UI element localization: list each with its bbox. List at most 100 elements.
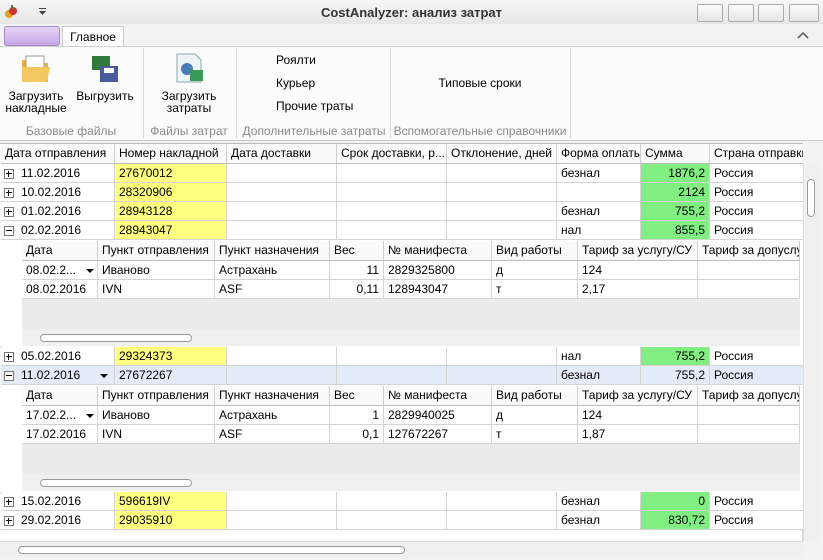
- ribbon-tab[interactable]: Главное: [62, 26, 124, 47]
- dropdown-arrow[interactable]: [86, 269, 94, 273]
- detail-cell[interactable]: 124: [578, 406, 698, 425]
- detail-column-header[interactable]: Тариф за услугу/СУ: [578, 241, 698, 261]
- grid-cell[interactable]: Россия: [710, 164, 803, 183]
- scroll-thumb[interactable]: [807, 179, 815, 217]
- grid-cell[interactable]: [227, 221, 337, 240]
- detail-cell[interactable]: 0,1: [330, 425, 384, 444]
- detail-cell[interactable]: 11: [330, 261, 384, 280]
- grid-cell[interactable]: 855,5: [641, 221, 710, 240]
- grid-cell[interactable]: Россия: [710, 347, 803, 366]
- grid-cell[interactable]: 10.02.2016: [1, 183, 115, 202]
- grid-cell[interactable]: [447, 221, 557, 240]
- expand-toggle[interactable]: [4, 371, 14, 381]
- detail-cell[interactable]: [698, 425, 800, 444]
- column-header[interactable]: Форма оплаты: [557, 144, 641, 164]
- ribbon-button-label[interactable]: Загрузить: [8, 89, 64, 103]
- grid-cell[interactable]: 01.02.2016: [1, 202, 115, 221]
- grid-cell[interactable]: Россия: [710, 202, 803, 221]
- expand-toggle[interactable]: [4, 516, 14, 526]
- grid-cell[interactable]: [337, 183, 447, 202]
- grid-cell[interactable]: безнал: [557, 492, 641, 511]
- grid-cell[interactable]: [337, 164, 447, 183]
- ribbon-button-label[interactable]: накладные: [5, 101, 67, 115]
- grid-cell[interactable]: 28943128: [115, 202, 227, 221]
- grid-cell[interactable]: Россия: [710, 366, 803, 385]
- column-header[interactable]: Страна отправки: [710, 144, 803, 164]
- expand-toggle[interactable]: [4, 497, 14, 507]
- grid-cell[interactable]: нал: [557, 347, 641, 366]
- grid-cell[interactable]: Россия: [710, 511, 803, 530]
- expand-toggle[interactable]: [4, 226, 14, 236]
- grid-cell[interactable]: [337, 492, 447, 511]
- detail-cell[interactable]: ASF: [215, 425, 330, 444]
- close-button[interactable]: [789, 4, 819, 22]
- detail-column-header[interactable]: Тариф за допуслуг: [698, 241, 800, 261]
- detail-cell[interactable]: Иваново: [98, 261, 215, 280]
- grid-cell[interactable]: 2124: [641, 183, 710, 202]
- grid-cell[interactable]: 28943047: [115, 221, 227, 240]
- grid-cell[interactable]: 27670012: [115, 164, 227, 183]
- grid-cell[interactable]: безнал: [557, 366, 641, 385]
- grid-cell[interactable]: [447, 492, 557, 511]
- detail-cell[interactable]: т: [492, 280, 578, 299]
- detail-cell[interactable]: 17.02.2016: [22, 425, 98, 444]
- grid-cell[interactable]: 28320906: [115, 183, 227, 202]
- detail-cell[interactable]: 124: [578, 261, 698, 280]
- grid-cell[interactable]: безнал: [557, 164, 641, 183]
- detail-cell[interactable]: д: [492, 406, 578, 425]
- grid-cell[interactable]: 755,2: [641, 202, 710, 221]
- detail-cell[interactable]: [698, 280, 800, 299]
- grid-cell[interactable]: 830,72: [641, 511, 710, 530]
- detail-h-scrollbar[interactable]: [22, 330, 800, 346]
- column-header[interactable]: Сумма: [641, 144, 710, 164]
- ribbon-button-label[interactable]: Роялти: [276, 53, 316, 67]
- detail-column-header[interactable]: Тариф за допуслуг: [698, 386, 800, 406]
- grid-cell[interactable]: 596619IV: [115, 492, 227, 511]
- grid-cell[interactable]: [337, 221, 447, 240]
- grid-cell[interactable]: 0: [641, 492, 710, 511]
- grid-cell[interactable]: [227, 492, 337, 511]
- detail-column-header[interactable]: Пункт назначения: [215, 386, 330, 406]
- grid-cell[interactable]: 755,2: [641, 347, 710, 366]
- minimize-button[interactable]: [728, 4, 754, 22]
- maximize-button[interactable]: [758, 4, 784, 22]
- detail-cell[interactable]: ASF: [215, 280, 330, 299]
- detail-cell[interactable]: 1,87: [578, 425, 698, 444]
- ribbon-button-label[interactable]: Прочие траты: [276, 99, 354, 113]
- grid-cell[interactable]: 29324373: [115, 347, 227, 366]
- detail-cell[interactable]: 127672267: [384, 425, 492, 444]
- detail-column-header[interactable]: Пункт отправления: [98, 241, 215, 261]
- v-scrollbar[interactable]: [803, 163, 820, 541]
- detail-cell[interactable]: 08.02.2...: [22, 261, 98, 280]
- h-scrollbar[interactable]: [0, 541, 803, 558]
- grid-cell[interactable]: 755,2: [641, 366, 710, 385]
- grid-cell[interactable]: [447, 202, 557, 221]
- grid-cell[interactable]: [227, 202, 337, 221]
- grid-cell[interactable]: безнал: [557, 202, 641, 221]
- detail-cell[interactable]: 128943047: [384, 280, 492, 299]
- detail-cell[interactable]: [698, 261, 800, 280]
- detail-cell[interactable]: 2829940025: [384, 406, 492, 425]
- grid-cell[interactable]: 02.02.2016: [1, 221, 115, 240]
- grid-cell[interactable]: 29035910: [115, 511, 227, 530]
- grid-cell[interactable]: [227, 183, 337, 202]
- grid-cell[interactable]: 05.02.2016: [1, 347, 115, 366]
- grid-cell[interactable]: [227, 511, 337, 530]
- detail-cell[interactable]: 17.02.2...: [22, 406, 98, 425]
- detail-column-header[interactable]: Тариф за услугу/СУ: [578, 386, 698, 406]
- grid-cell[interactable]: [337, 511, 447, 530]
- column-header[interactable]: Отклонение, дней: [447, 144, 557, 164]
- grid-cell[interactable]: Россия: [710, 183, 803, 202]
- grid-cell[interactable]: [337, 347, 447, 366]
- detail-column-header[interactable]: Дата: [22, 386, 98, 406]
- detail-cell[interactable]: IVN: [98, 425, 215, 444]
- ribbon-button-label[interactable]: Загрузить: [161, 89, 217, 103]
- ribbon-button-label[interactable]: затраты: [166, 101, 212, 115]
- detail-cell[interactable]: 08.02.2016: [22, 280, 98, 299]
- grid-cell[interactable]: [447, 366, 557, 385]
- detail-cell[interactable]: [698, 406, 800, 425]
- grid-cell[interactable]: [227, 347, 337, 366]
- expand-toggle[interactable]: [4, 352, 14, 362]
- grid-cell[interactable]: безнал: [557, 511, 641, 530]
- column-header[interactable]: Срок доставки, р...: [337, 144, 447, 164]
